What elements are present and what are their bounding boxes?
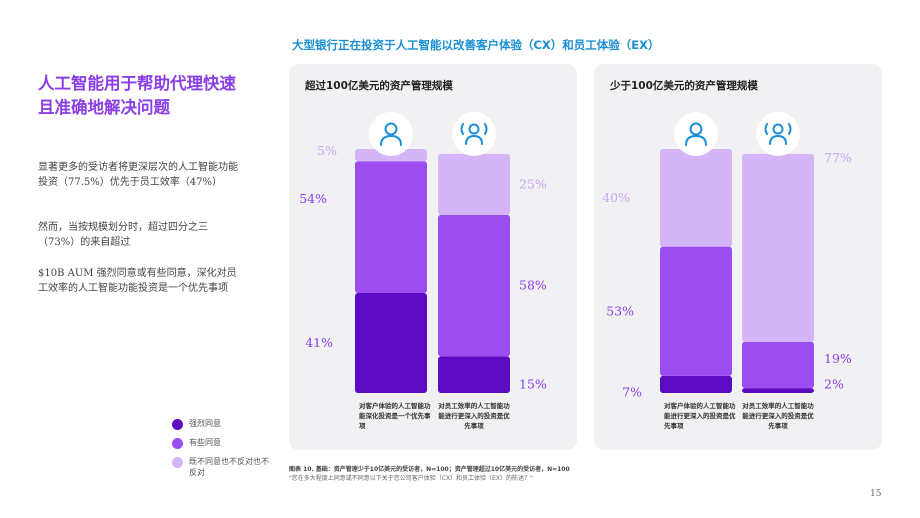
category-label: 能深化投资是一个优先事 [359,411,431,420]
section-title: 人工智能用于帮助代理快速且准确地解决问题 [38,74,236,117]
bar-segment-some [355,161,427,293]
footnote-body: "您在多大程度上同意或不同意以下关于您公司客户体验（CX）和员工体验（EX）的陈… [289,475,533,482]
chart-legend: 强烈同意 有些同意 既不同意也不反对也不反对 [172,418,269,485]
team-icon [756,112,800,156]
legend-swatch-some [172,438,183,449]
data-label: 54% [299,191,327,206]
chart-title: 超过100亿美元的资产管理规模 [305,80,453,92]
bar-segment-strong [438,356,510,393]
person-icon [674,112,718,156]
category-label: 对客户体验的人工智能功 [664,401,736,410]
paragraph-3: $10B AUM 强烈同意或有些同意，深化对员工效率的人工智能功能投资是一个优先… [38,268,237,294]
page-top-title: 大型银行正在投资于人工智能以改善客户体验（CX）和员工体验（EX） [292,38,660,52]
category-label: 先事项 [464,421,484,430]
bar-segment-neutral [742,153,814,342]
category-label: 能进行更深入的投资是优 [438,411,510,420]
page-number: 15 [870,489,882,499]
legend-item-some: 有些同意 [172,437,269,449]
chart-svg: 7%53%40%对客户体验的人工智能功能进行更深入的投资是优先事项2%19%77… [602,112,852,430]
legend-label-strong: 强烈同意 [189,419,221,428]
bar-segment-neutral [438,153,510,215]
bar-segment-neutral [660,149,732,247]
legend-swatch-neutral [172,457,183,468]
legend-item-neutral: 既不同意也不反对也不反对 [172,456,269,478]
category-label: 对客户体验的人工智能功 [359,401,431,410]
legend-label-some: 有些同意 [189,438,221,447]
legend-label-neutral: 既不同意也不反对也不反对 [189,457,269,477]
data-label: 25% [519,176,547,191]
paragraph-2: 然而，当按规模划分时，超过四分之三（73%）的来自超过 [38,222,208,248]
bar-segment-strong [355,292,427,393]
category-label: 对员工效率的人工智能功 [742,401,814,410]
bar-segment-some [660,246,732,376]
chart-title: 少于100亿美元的资产管理规模 [610,80,758,92]
bar-segment-some [742,341,814,389]
footnote-head: 图表 10. 基础：资产管理少于10亿美元的受访者，N=100；资产管理超过10… [289,466,570,473]
team-icon [452,112,496,156]
legend-item-strong: 强烈同意 [172,418,269,430]
bar-segment-strong [660,375,732,393]
category-label: 能进行更深入的投资是优 [664,411,736,420]
paragraph-1: 显著更多的受访者将更深层次的人工智能功能投资（77.5%）优先于员工效率（47%… [38,162,238,188]
category-label: 项 [359,421,366,430]
person-icon [369,112,413,156]
data-label: 7% [622,384,642,399]
bar-segment-some [438,214,510,357]
data-label: 41% [305,335,333,350]
data-label: 77% [824,150,852,165]
legend-swatch-strong [172,419,183,430]
data-label: 58% [519,278,547,293]
data-label: 53% [606,303,634,318]
category-label: 对员工效率的人工智能功 [438,401,510,410]
footnote: 图表 10. 基础：资产管理少于10亿美元的受访者，N=100；资产管理超过10… [289,465,849,483]
category-label: 先事项 [768,421,788,430]
chart-panel-large-aum: 超过100亿美元的资产管理规模 41% 54% 5% 对客户体验的人工智能功 能深化投资… [289,64,577,450]
data-label: 2% [824,377,844,392]
category-label: 能进行更深入的投资是优 [742,411,814,420]
data-label: 5% [317,143,337,158]
data-label: 15% [519,377,547,392]
data-label: 19% [824,351,852,366]
bar-segment-strong [742,388,814,393]
category-label: 先事项 [664,421,684,430]
data-label: 40% [602,190,630,205]
chart-panel-small-aum: 少于100亿美元的资产管理规模 7% 53% 40% 对客户体验的人工智能功 能进行更深… [594,64,882,450]
